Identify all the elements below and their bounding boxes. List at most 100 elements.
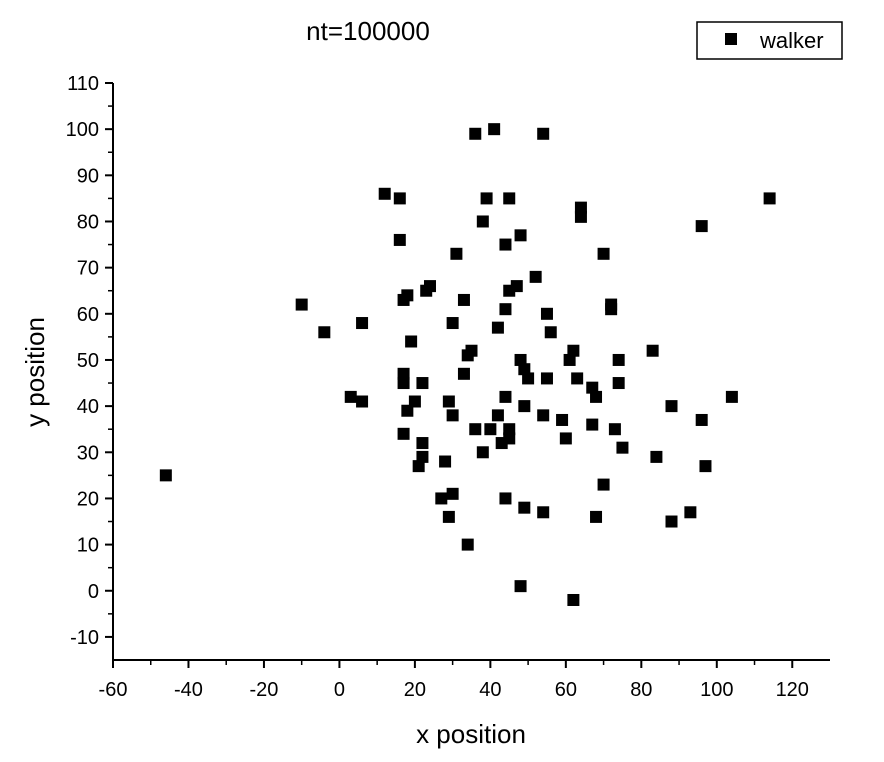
data-point: [393, 192, 406, 205]
data-point: [544, 326, 557, 339]
data-point: [344, 390, 357, 403]
data-point: [499, 303, 512, 316]
data-point: [469, 127, 482, 140]
data-point: [537, 127, 550, 140]
data-point: [586, 381, 599, 394]
data-point: [461, 538, 474, 551]
data-point: [356, 317, 369, 330]
data-point: [435, 492, 448, 505]
data-point: [514, 580, 527, 593]
x-tick-label: 20: [404, 679, 426, 701]
data-point: [442, 395, 455, 408]
data-point: [457, 293, 470, 306]
data-point: [605, 303, 618, 316]
data-point: [699, 460, 712, 473]
data-point: [646, 344, 659, 357]
data-point: [356, 395, 369, 408]
data-point: [574, 201, 587, 214]
data-point: [665, 400, 678, 413]
data-point: [416, 450, 429, 463]
y-tick-label: 110: [67, 73, 99, 95]
data-point: [540, 307, 553, 320]
data-point: [499, 492, 512, 505]
data-point: [590, 390, 603, 403]
data-point: [522, 372, 535, 385]
y-tick-label: 90: [77, 165, 99, 187]
data-point: [295, 298, 308, 311]
data-point: [401, 289, 414, 302]
y-tick-label: 100: [66, 119, 99, 141]
data-point: [491, 409, 504, 422]
plot-axes: [112, 83, 830, 661]
data-point: [616, 441, 629, 454]
data-point: [665, 515, 678, 528]
data-point: [408, 395, 421, 408]
data-point: [423, 280, 436, 293]
data-point: [763, 192, 776, 205]
x-tick-label: 80: [630, 679, 652, 701]
chart-title: nt=100000: [306, 16, 430, 46]
data-point: [480, 192, 493, 205]
data-point: [416, 377, 429, 390]
data-point: [488, 123, 501, 136]
data-point: [695, 413, 708, 426]
data-point: [586, 418, 599, 431]
y-tick-label: 70: [77, 258, 99, 280]
data-point: [574, 210, 587, 223]
data-point: [393, 233, 406, 246]
y-tick-label: 0: [88, 581, 99, 603]
y-tick-label: 30: [77, 442, 99, 464]
data-point: [450, 247, 463, 260]
data-point: [684, 506, 697, 519]
x-tick-label: -60: [99, 679, 128, 701]
x-tick-label: 0: [334, 679, 345, 701]
x-tick-label: 120: [776, 679, 809, 701]
data-point: [537, 506, 550, 519]
x-tick-label: -20: [249, 679, 278, 701]
data-point: [397, 367, 410, 380]
legend-box: [696, 21, 843, 60]
data-point: [476, 446, 489, 459]
x-ticks: -60 -40 -20 0 20 40 60 80 100 120: [99, 660, 809, 701]
legend-label-walker: walker: [759, 28, 824, 53]
data-point: [608, 423, 621, 436]
data-point: [457, 367, 470, 380]
legend: walker: [696, 21, 843, 60]
data-point: [446, 317, 459, 330]
x-axis-title: x position: [416, 719, 526, 749]
data-point: [571, 372, 584, 385]
x-tick-label: 40: [479, 679, 501, 701]
data-point: [416, 437, 429, 450]
data-point: [514, 353, 527, 366]
data-point: [499, 390, 512, 403]
data-point: [612, 353, 625, 366]
data-point: [401, 404, 414, 417]
x-tick-label: 60: [555, 679, 577, 701]
y-tick-label: 10: [77, 535, 99, 557]
data-point: [442, 510, 455, 523]
data-point: [412, 460, 425, 473]
data-point: [518, 363, 531, 376]
data-point: [590, 510, 603, 523]
data-point: [499, 238, 512, 251]
x-tick-label: 100: [700, 679, 733, 701]
data-point: [650, 450, 663, 463]
data-point: [518, 400, 531, 413]
data-point: [537, 409, 550, 422]
data-point: [529, 270, 542, 283]
y-tick-label: 80: [77, 211, 99, 233]
x-tick-label: -40: [174, 679, 203, 701]
y-axis-title: y position: [20, 317, 50, 427]
data-point: [518, 501, 531, 514]
data-point: [612, 377, 625, 390]
data-point: [514, 229, 527, 242]
data-point: [510, 280, 523, 293]
y-tick-label: 60: [77, 304, 99, 326]
y-tick-label: 50: [77, 350, 99, 372]
data-point: [695, 220, 708, 233]
data-point: [503, 432, 516, 445]
data-point: [556, 413, 569, 426]
y-tick-label: 40: [77, 396, 99, 418]
data-point: [540, 372, 553, 385]
y-tick-label: -10: [70, 627, 99, 649]
